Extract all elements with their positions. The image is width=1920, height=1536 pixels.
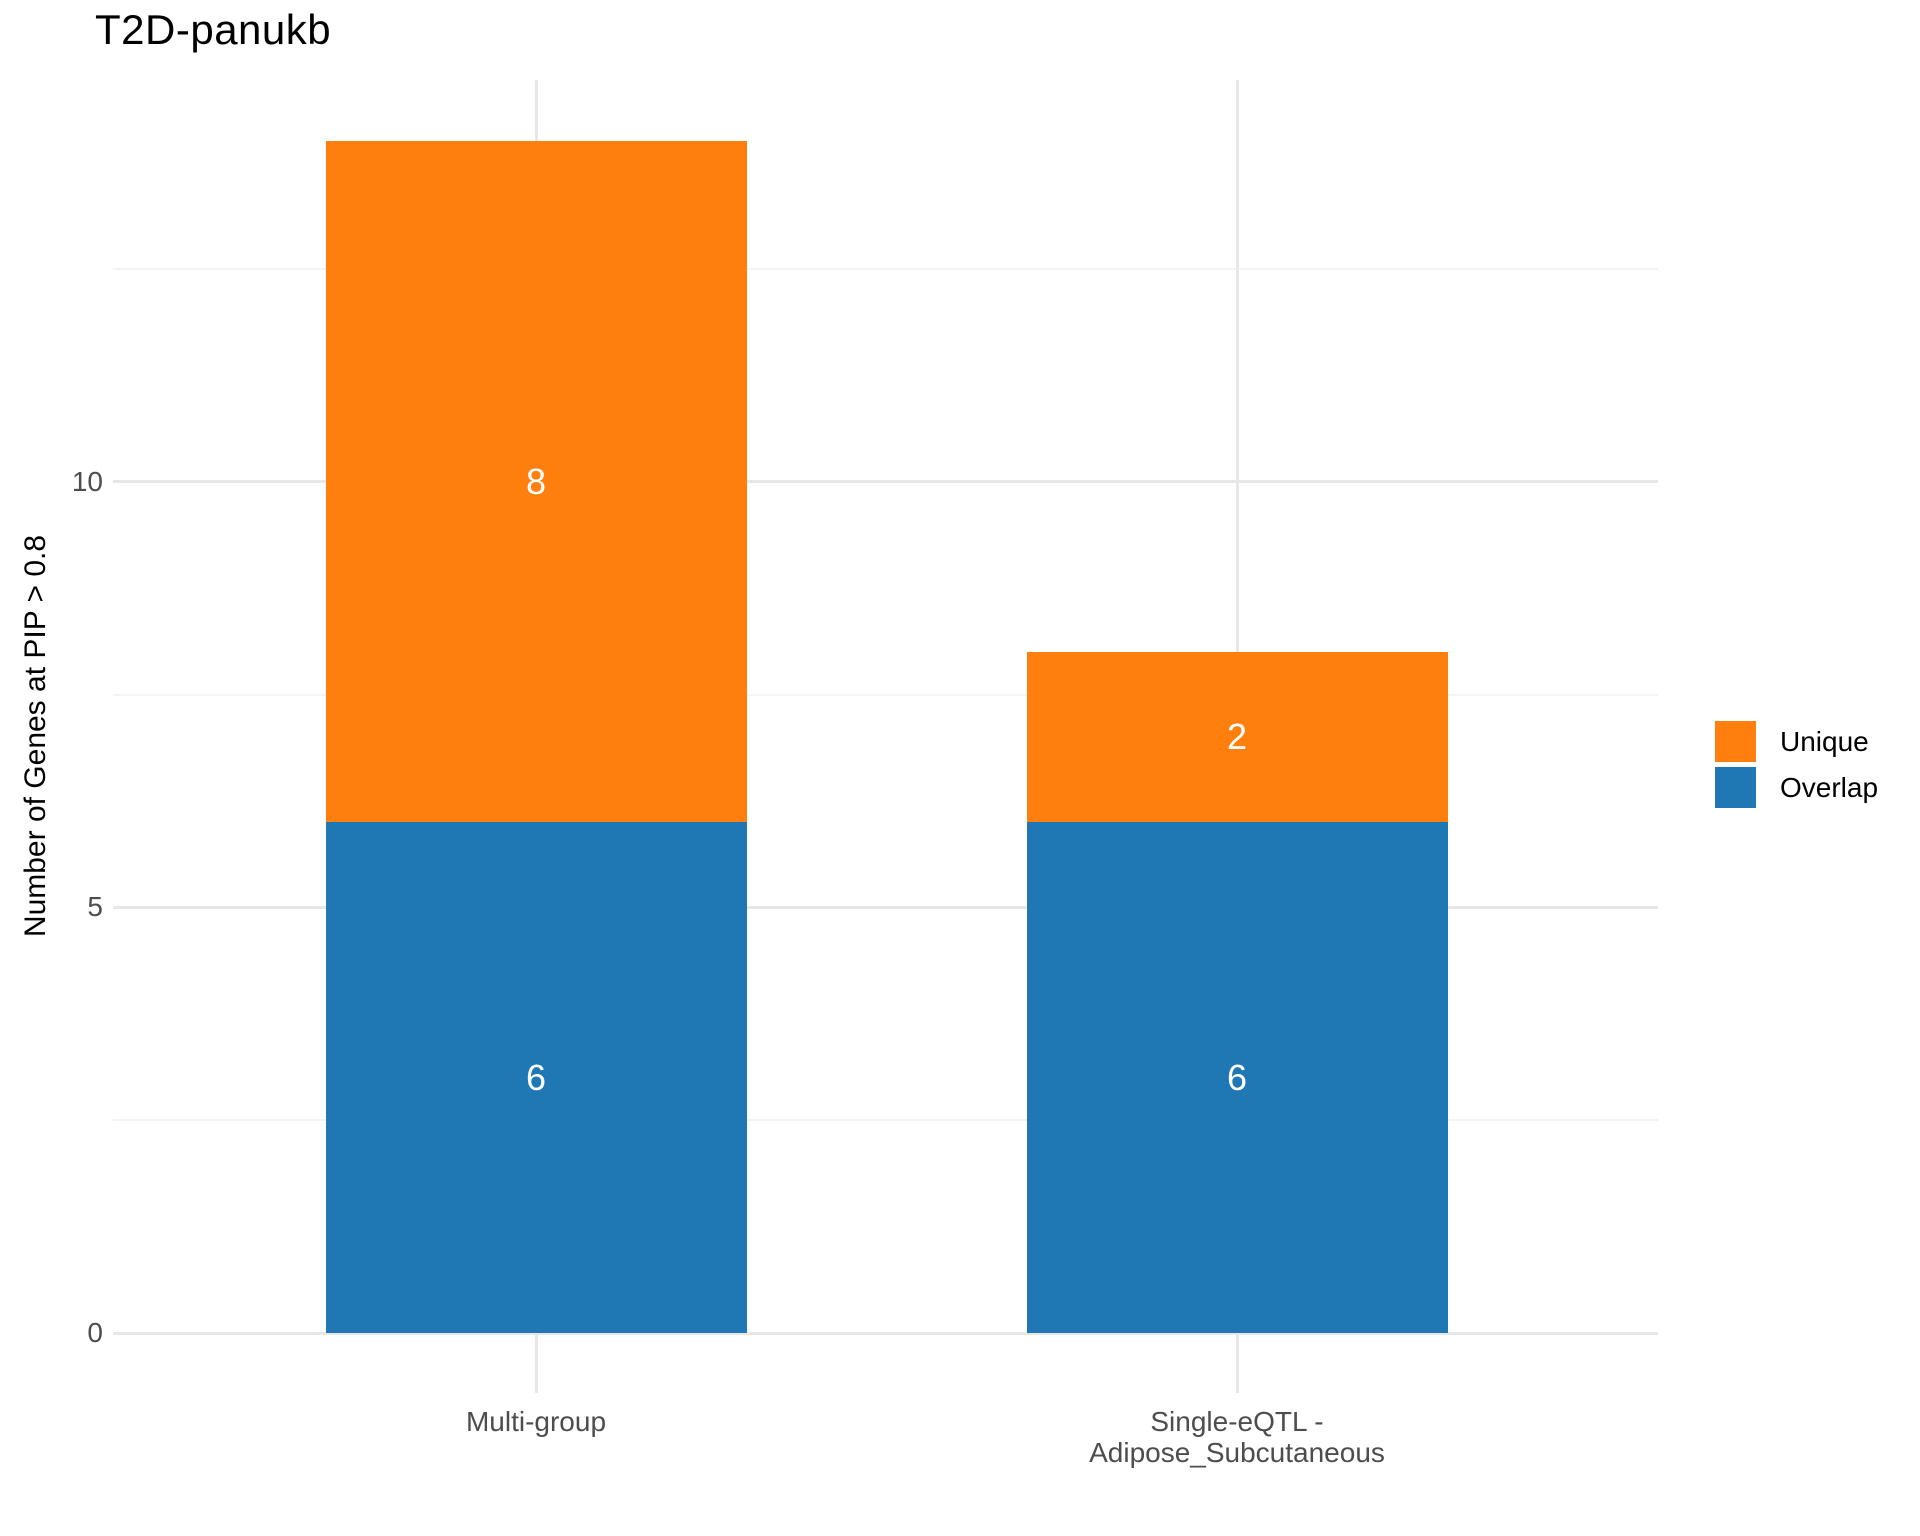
bar-value-label: 8 [525,460,547,502]
legend-label: Unique [1780,725,1869,757]
y-axis-title: Number of Genes at PIP > 0.8 [19,534,52,938]
legend-key-overlap [1715,767,1756,808]
plot-title: T2D-panukb [95,6,332,53]
bar-segment-unique: 2 [1026,652,1448,823]
bar-segment-overlap: 6 [1026,822,1448,1333]
y-tick-label: 10 [71,465,103,497]
legend-item-unique: Unique [1715,721,1878,762]
x-axis-label: Multi-group [465,1406,607,1437]
plot-panel: 6 8 6 2 [113,80,1658,1393]
legend-key-unique [1715,721,1756,762]
gridline-minor [113,267,1658,270]
legend-label: Overlap [1780,771,1879,803]
legend: Unique Overlap [1715,721,1878,813]
bar-segment-overlap: 6 [325,822,747,1333]
gridline-major [113,905,1658,909]
gridline-minor [113,1119,1658,1122]
gridline-major [113,1331,1658,1335]
bar-value-label: 6 [525,1056,547,1098]
bar-segment-unique: 8 [325,141,747,823]
bar-value-label: 2 [1226,716,1248,758]
y-tick-label: 0 [87,1317,103,1348]
x-axis-label: Single-eQTL - Adipose_Subcutaneous [1089,1406,1385,1468]
bar-value-label: 6 [1226,1056,1248,1098]
gridline-major [113,480,1658,484]
legend-item-overlap: Overlap [1715,767,1878,808]
gridline-minor [113,693,1658,696]
y-tick-label: 5 [87,891,103,923]
